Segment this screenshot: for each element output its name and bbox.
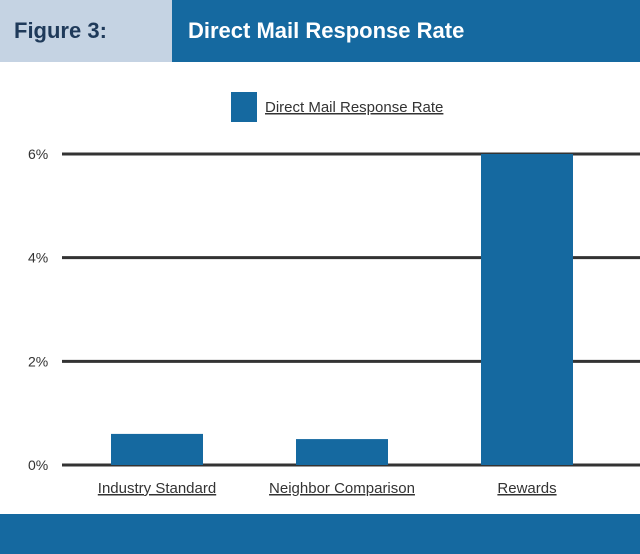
legend-swatch [231, 92, 257, 122]
bar [111, 433, 203, 465]
x-axis-labels: Industry Standard Neighbor Comparison Rewa… [98, 480, 557, 497]
bars [111, 154, 573, 465]
legend-label: Direct Mail Response Rate [265, 99, 443, 116]
bar [296, 439, 388, 465]
legend: Direct Mail Response Rate [231, 92, 443, 122]
x-category-label: Neighbor Comparison [269, 480, 415, 497]
figure-title: Direct Mail Response Rate [172, 0, 640, 62]
figure-header: Figure 3: Direct Mail Response Rate [0, 0, 640, 62]
y-tick-label: 4% [28, 250, 48, 266]
footer-bar [0, 514, 640, 554]
bar [481, 154, 573, 465]
bar-chart: Direct Mail Response Rate 0% 2% 4% 6% Indus… [28, 92, 640, 497]
x-category-label: Rewards [497, 480, 556, 497]
y-tick-label: 6% [28, 146, 48, 162]
y-axis-ticks: 0% 2% 4% 6% [28, 146, 48, 473]
x-category-label: Industry Standard [98, 480, 216, 497]
y-tick-label: 0% [28, 457, 48, 473]
y-tick-label: 2% [28, 353, 48, 369]
figure-label: Figure 3: [0, 0, 172, 62]
